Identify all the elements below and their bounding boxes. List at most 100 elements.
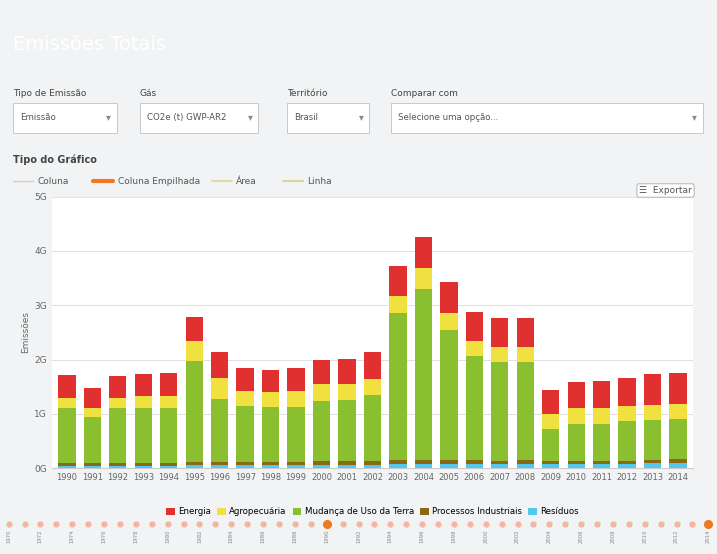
Bar (109, 376, 126, 398)
Bar (58, 375, 75, 398)
Bar (465, 356, 483, 460)
Bar (542, 414, 559, 429)
Bar (84, 466, 101, 468)
Bar (593, 460, 610, 464)
Bar (670, 373, 687, 404)
Bar (237, 461, 254, 465)
Bar (517, 347, 534, 362)
Text: Selecione uma opção...: Selecione uma opção... (398, 113, 498, 122)
Bar (338, 461, 356, 465)
Text: 2008: 2008 (610, 529, 615, 542)
Bar (644, 463, 661, 468)
Bar (313, 401, 331, 461)
Bar (440, 330, 457, 460)
Bar (593, 408, 610, 424)
Bar (211, 399, 228, 461)
Bar (593, 424, 610, 460)
Bar (593, 464, 610, 468)
Bar (389, 266, 407, 296)
Bar (593, 381, 610, 408)
Text: Coluna: Coluna (37, 177, 69, 186)
Bar (262, 370, 280, 392)
Bar (465, 464, 483, 468)
Bar (262, 392, 280, 407)
Bar (491, 362, 508, 460)
Text: 1976: 1976 (102, 529, 107, 542)
Bar (109, 466, 126, 468)
Bar (211, 352, 228, 378)
Bar (517, 362, 534, 460)
Bar (568, 382, 585, 408)
Bar (338, 359, 356, 384)
Text: ▾: ▾ (692, 112, 697, 122)
Bar (414, 460, 432, 464)
Text: 1996: 1996 (419, 529, 424, 542)
Bar (160, 396, 177, 408)
Text: ▾: ▾ (358, 112, 364, 122)
Bar (109, 463, 126, 466)
Bar (440, 314, 457, 330)
Bar (491, 464, 508, 468)
Bar (338, 465, 356, 468)
FancyBboxPatch shape (140, 103, 258, 134)
Bar (568, 424, 585, 460)
Text: 1978: 1978 (133, 529, 138, 542)
Bar (364, 460, 381, 465)
Bar (237, 368, 254, 391)
FancyBboxPatch shape (13, 103, 117, 134)
Bar (389, 314, 407, 460)
Bar (644, 420, 661, 460)
Bar (364, 352, 381, 379)
Bar (491, 346, 508, 362)
Bar (262, 461, 280, 465)
Bar (670, 404, 687, 419)
Bar (160, 373, 177, 396)
Bar (619, 378, 636, 406)
Bar (211, 378, 228, 399)
Bar (313, 360, 331, 384)
Bar (135, 463, 152, 466)
Bar (58, 408, 75, 463)
Bar (465, 460, 483, 464)
Bar (237, 406, 254, 461)
Bar (644, 460, 661, 463)
Bar (288, 407, 305, 461)
Bar (262, 407, 280, 461)
Text: 2012: 2012 (674, 529, 679, 542)
Bar (211, 465, 228, 468)
Bar (644, 404, 661, 420)
Bar (389, 296, 407, 314)
Text: 1982: 1982 (197, 529, 202, 542)
Bar (211, 461, 228, 465)
Bar (517, 460, 534, 464)
Bar (109, 398, 126, 408)
Bar (389, 464, 407, 468)
Text: ▾: ▾ (247, 112, 252, 122)
Bar (84, 417, 101, 463)
Bar (338, 384, 356, 400)
Text: 1992: 1992 (356, 529, 361, 542)
Bar (135, 397, 152, 408)
Text: ▾: ▾ (106, 112, 111, 122)
Text: Linha: Linha (308, 177, 332, 186)
Bar (313, 465, 331, 468)
Bar (619, 406, 636, 422)
Text: CO2e (t) GWP-AR2: CO2e (t) GWP-AR2 (147, 113, 227, 122)
FancyBboxPatch shape (391, 103, 703, 134)
Bar (160, 466, 177, 468)
Bar (517, 464, 534, 468)
Text: Tipo do Gráfico: Tipo do Gráfico (13, 154, 97, 165)
Bar (364, 379, 381, 396)
Bar (237, 391, 254, 406)
Bar (568, 408, 585, 424)
Bar (568, 460, 585, 464)
Text: 2002: 2002 (515, 529, 520, 542)
Text: Emissão: Emissão (20, 113, 56, 122)
Bar (84, 463, 101, 466)
Text: Área: Área (236, 177, 257, 186)
Bar (491, 319, 508, 346)
Bar (414, 464, 432, 468)
Bar (288, 391, 305, 407)
Bar (313, 384, 331, 401)
Text: 1988: 1988 (293, 529, 298, 542)
